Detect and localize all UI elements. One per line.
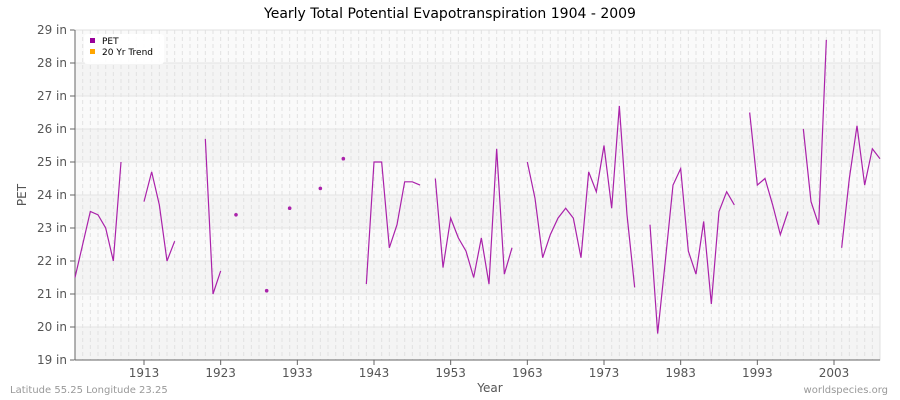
footer-source[interactable]: worldspecies.org <box>803 385 888 396</box>
legend-label: PET <box>102 37 119 47</box>
y-tick-label: 27 in <box>37 89 67 103</box>
series-line-segment <box>365 161 421 285</box>
y-tick-label: 20 in <box>37 320 67 334</box>
plot-band <box>75 30 880 63</box>
plot-band <box>75 162 880 195</box>
x-tick-label: 1973 <box>589 366 620 380</box>
y-axis-label: PET <box>15 183 29 206</box>
series-line-segment <box>749 112 789 237</box>
x-tick-label: 1933 <box>282 366 313 380</box>
y-tick-label: 26 in <box>37 122 67 136</box>
y-tick-label: 21 in <box>37 287 67 301</box>
y-tick-label: 28 in <box>37 56 67 70</box>
y-tick-label: 22 in <box>37 254 67 268</box>
plot-band <box>75 261 880 294</box>
series-line-segment <box>143 171 176 262</box>
x-tick-label: 2003 <box>819 366 850 380</box>
x-tick-label: 1983 <box>665 366 696 380</box>
plot-band <box>75 294 880 327</box>
x-tick-label: 1953 <box>435 366 466 380</box>
x-axis-label: Year <box>476 381 502 395</box>
legend-label: 20 Yr Trend <box>102 48 153 58</box>
x-tick-label: 1943 <box>359 366 390 380</box>
plot-band <box>75 129 880 162</box>
data-point <box>341 156 346 161</box>
data-point <box>234 213 238 217</box>
series-line-segment <box>649 166 735 334</box>
legend-swatch <box>90 49 95 54</box>
series-line-segment <box>802 39 827 225</box>
legend-box <box>84 34 164 64</box>
series-line-segment <box>434 148 513 285</box>
x-tick-label: 1993 <box>742 366 773 380</box>
x-tick-label: 1923 <box>205 366 236 380</box>
data-point <box>264 288 269 293</box>
series-line-segment <box>841 125 881 248</box>
series-line-segment <box>204 138 222 295</box>
plot-band <box>75 63 880 96</box>
data-point <box>318 186 323 191</box>
legend-swatch <box>90 38 95 43</box>
y-tick-label: 29 in <box>37 23 67 37</box>
plot-band <box>75 195 880 228</box>
series-line-segment <box>526 105 636 288</box>
plot-band <box>75 96 880 129</box>
x-tick-label: 1963 <box>512 366 543 380</box>
y-tick-label: 24 in <box>37 188 67 202</box>
chart-title: Yearly Total Potential Evapotranspiratio… <box>264 6 636 22</box>
y-tick-label: 25 in <box>37 155 67 169</box>
y-tick-label: 19 in <box>37 353 67 367</box>
x-tick-label: 1913 <box>129 366 160 380</box>
data-point <box>287 206 292 210</box>
footer-location: Latitude 55.25 Longitude 23.25 <box>10 385 168 396</box>
series-line-segment <box>74 161 122 278</box>
y-tick-label: 23 in <box>37 221 67 235</box>
plot-band <box>75 327 880 360</box>
